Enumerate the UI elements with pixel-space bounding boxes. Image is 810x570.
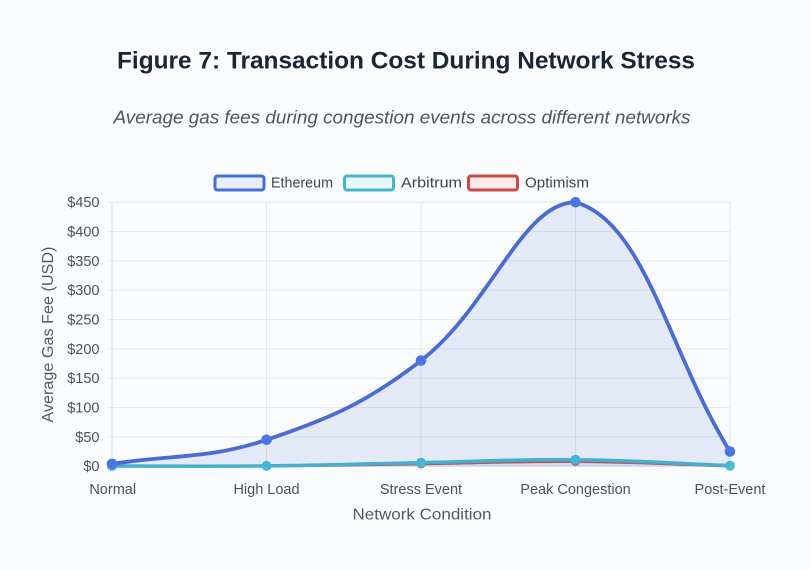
svg-text:High Load: High Load: [233, 482, 299, 498]
svg-text:Ethereum: Ethereum: [271, 175, 333, 191]
svg-text:Network Condition: Network Condition: [353, 506, 492, 523]
svg-text:$150: $150: [67, 371, 99, 387]
svg-text:Average Gas Fee (USD): Average Gas Fee (USD): [40, 247, 57, 423]
svg-text:$50: $50: [75, 430, 99, 446]
svg-text:$0: $0: [83, 459, 99, 475]
svg-text:Peak Congestion: Peak Congestion: [520, 482, 630, 498]
svg-text:$450: $450: [67, 195, 99, 211]
svg-text:Average gas fees during conges: Average gas fees during congestion event…: [112, 108, 690, 128]
svg-text:$400: $400: [67, 224, 99, 240]
svg-text:Normal: Normal: [89, 482, 136, 498]
svg-text:$200: $200: [67, 342, 99, 358]
svg-text:Arbitrum: Arbitrum: [401, 175, 462, 191]
svg-text:Stress Event: Stress Event: [380, 482, 462, 498]
svg-text:$100: $100: [67, 400, 99, 416]
svg-text:Optimism: Optimism: [525, 175, 589, 191]
svg-text:Post-Event: Post-Event: [695, 482, 766, 498]
svg-text:Figure 7: Transaction Cost Dur: Figure 7: Transaction Cost During Networ…: [117, 48, 695, 75]
svg-text:$350: $350: [67, 254, 99, 270]
svg-text:$250: $250: [67, 312, 99, 328]
svg-text:$300: $300: [67, 283, 99, 299]
